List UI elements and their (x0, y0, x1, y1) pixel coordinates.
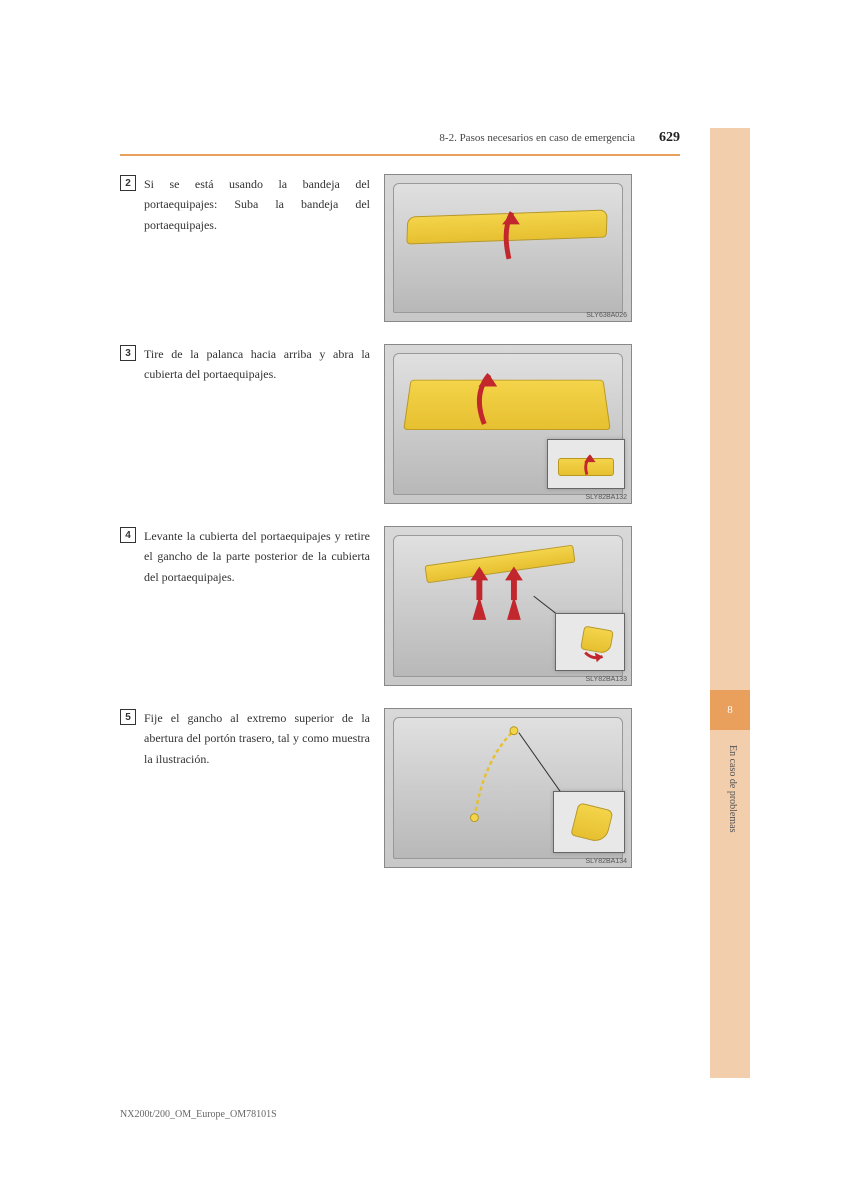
step-number-box: 2 (120, 175, 136, 191)
chapter-title-vertical: En caso de problemas (727, 745, 738, 832)
image-code: SLY82BA132 (585, 494, 627, 501)
step-text: Tire de la palanca hacia arriba y abra l… (144, 344, 370, 385)
step-illustration: SLY82BA134 (384, 708, 632, 868)
page-number: 629 (659, 130, 680, 146)
step-item: 5 Fije el gancho al extremo superior de … (120, 708, 680, 868)
step-number-box: 4 (120, 527, 136, 543)
header-rule (120, 154, 680, 156)
step-text: Si se está usando la bandeja del portaeq… (144, 174, 370, 235)
step-item: 4 Levante la cubierta del portaequipajes… (120, 526, 680, 686)
footer-doc-ref: NX200t/200_OM_Europe_OM78101S (120, 1109, 277, 1120)
image-code: SLY82BA134 (585, 858, 627, 865)
step-text: Levante la cubierta del portaequipajes y… (144, 526, 370, 587)
step-item: 2 Si se está usando la bandeja del porta… (120, 174, 680, 322)
image-code: SLY82BA133 (585, 676, 627, 683)
image-code: SLY638A026 (586, 312, 627, 319)
step-number-box: 5 (120, 709, 136, 725)
section-label: 8-2. Pasos necesarios en caso de emergen… (439, 132, 635, 144)
chapter-number: 8 (727, 704, 733, 716)
side-tab-background (710, 128, 750, 1078)
page-header: 8-2. Pasos necesarios en caso de emergen… (120, 130, 680, 154)
step-number-box: 3 (120, 345, 136, 361)
chapter-tab: 8 (710, 690, 750, 730)
step-item: 3 Tire de la palanca hacia arriba y abra… (120, 344, 680, 504)
steps-list: 2 Si se está usando la bandeja del porta… (120, 174, 680, 868)
step-illustration: SLY638A026 (384, 174, 632, 322)
step-illustration: SLY82BA133 (384, 526, 632, 686)
step-text: Fije el gancho al extremo superior de la… (144, 708, 370, 769)
step-illustration: SLY82BA132 (384, 344, 632, 504)
page-content: 8-2. Pasos necesarios en caso de emergen… (120, 130, 680, 890)
